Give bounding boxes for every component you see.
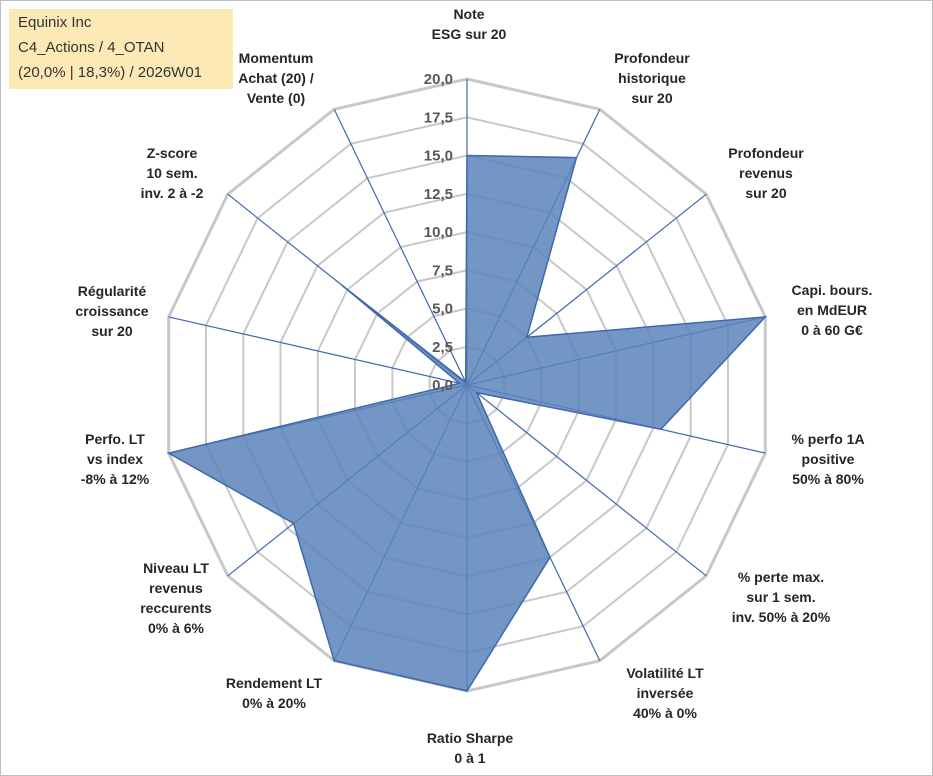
axis-label: Ratio Sharpe (427, 730, 514, 746)
axis-label: revenus (739, 165, 793, 181)
axis-label: 0% à 20% (242, 695, 306, 711)
axis-label: Vente (0) (247, 90, 305, 106)
axis-label: inversée (637, 685, 694, 701)
axis-label: sur 20 (91, 323, 132, 339)
axis-label: sur 1 sem. (746, 589, 815, 605)
axis-label: 40% à 0% (633, 705, 697, 721)
tick-label: 7,5 (432, 262, 453, 279)
axis-label: Achat (20) / (238, 70, 314, 86)
axis-label: inv. 50% à 20% (732, 609, 831, 625)
tick-label: 0,0 (432, 377, 453, 394)
axis-label: reccurents (140, 600, 212, 616)
tick-label: 10,0 (424, 224, 453, 241)
axis-label: % perte max. (738, 569, 824, 585)
tick-label: 5,0 (432, 301, 453, 318)
axis-label: Note (453, 6, 484, 22)
axis-label: Profondeur (728, 145, 804, 161)
axis-label: Perfo. LT (85, 431, 145, 447)
axis-label: Régularité (78, 283, 147, 299)
axis-label: croissance (75, 303, 148, 319)
axis-label: historique (618, 70, 686, 86)
axis-label: 0 à 1 (454, 750, 485, 766)
radar-axis-labels: Note ESG sur 20 Profondeur historique sur 20… (75, 6, 872, 766)
chart-info-box: Equinix Inc C4_Actions / 4_OTAN (20,0% |… (9, 9, 233, 89)
tick-label: 15,0 (424, 148, 453, 165)
tick-label: 12,5 (424, 186, 453, 203)
axis-label: positive (802, 451, 855, 467)
axis-label: Z-score (147, 145, 198, 161)
axis-label: sur 20 (631, 90, 672, 106)
axis-label: Rendement LT (226, 675, 323, 691)
axis-label: inv. 2 à -2 (141, 185, 204, 201)
tick-label: 2,5 (432, 339, 453, 356)
axis-spoke (333, 109, 468, 386)
axis-label: % perfo 1A (791, 431, 864, 447)
axis-label: revenus (149, 580, 203, 596)
axis-label: Volatilité LT (626, 665, 704, 681)
tick-label: 17,5 (424, 109, 453, 126)
axis-label: 0% à 6% (148, 620, 205, 636)
axis-label: 0 à 60 G€ (801, 322, 863, 338)
tick-label: 20,0 (424, 71, 453, 88)
series-area (166, 154, 768, 692)
axis-spoke (466, 384, 707, 577)
company-name: Equinix Inc (18, 14, 92, 31)
axis-label: 10 sem. (146, 165, 197, 181)
axis-label: -8% à 12% (81, 471, 150, 487)
axis-label: Momentum (239, 50, 314, 66)
performance-label: (20,0% | 18,3%) / 2026W01 (18, 64, 202, 81)
axis-label: en MdEUR (797, 302, 867, 318)
axis-label: Profondeur (614, 50, 690, 66)
radar-tick-labels: 0,0 2,5 5,0 7,5 10,0 12,5 15,0 17,5 20,0 (424, 71, 453, 394)
axis-label: sur 20 (745, 185, 786, 201)
axis-label: ESG sur 20 (432, 26, 507, 42)
axis-label: Niveau LT (143, 560, 209, 576)
axis-label: 50% à 80% (792, 471, 864, 487)
axis-label: Capi. bours. (792, 282, 873, 298)
radar-series (166, 154, 768, 692)
axis-spoke (168, 316, 468, 386)
axis-label: vs index (87, 451, 143, 467)
portfolio-label: C4_Actions / 4_OTAN (18, 39, 165, 56)
